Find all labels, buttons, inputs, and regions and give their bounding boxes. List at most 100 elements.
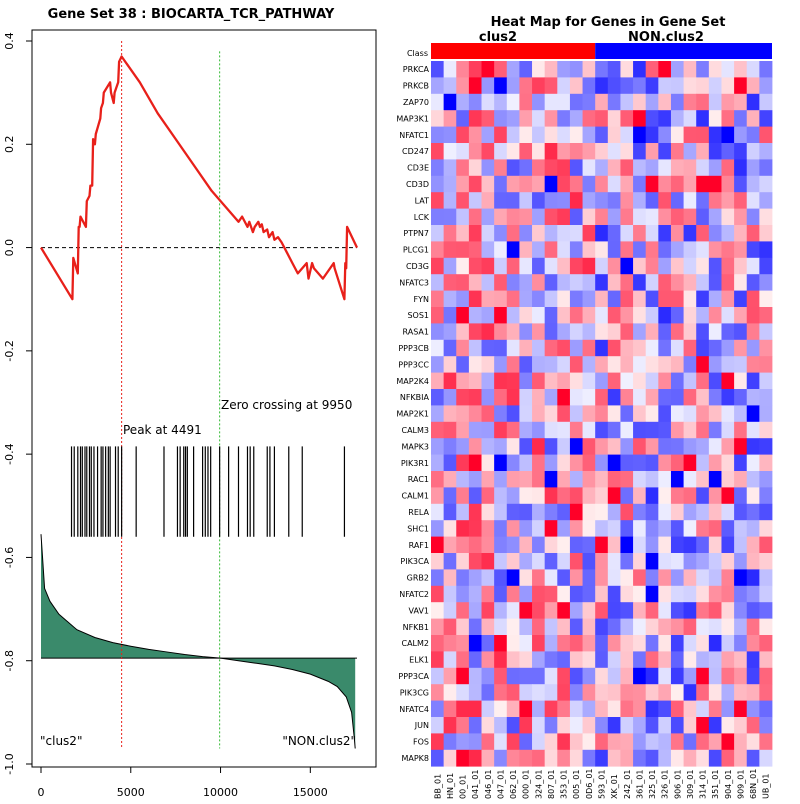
heatmap-cell bbox=[759, 651, 773, 669]
heatmap-cell bbox=[468, 700, 482, 718]
heatmap-cell bbox=[468, 618, 482, 636]
heatmap-cell bbox=[620, 372, 634, 390]
heatmap-cell bbox=[582, 421, 596, 439]
heatmap-cell bbox=[468, 77, 482, 95]
heatmap-cell bbox=[569, 175, 583, 193]
heatmap-cell bbox=[607, 61, 621, 78]
heatmap-cell bbox=[658, 241, 672, 259]
heatmap-cell bbox=[645, 421, 659, 439]
heatmap-cell bbox=[557, 749, 571, 767]
heatmap-cell bbox=[431, 421, 445, 439]
heatmap-cell bbox=[532, 323, 546, 341]
heatmap-cell bbox=[670, 274, 684, 291]
heatmap-cell bbox=[620, 700, 634, 718]
heatmap-cell bbox=[607, 143, 621, 160]
heatmap-cell bbox=[683, 356, 697, 373]
gene-label: LCK bbox=[414, 213, 430, 222]
heatmap-cell bbox=[683, 175, 697, 193]
heatmap-cell bbox=[569, 421, 583, 439]
heatmap-cell bbox=[759, 225, 773, 242]
heatmap-cell bbox=[696, 389, 710, 406]
heatmap-cell bbox=[468, 307, 482, 324]
heatmap-cell bbox=[595, 684, 609, 701]
enrichment-axes: -1.0 -0.8 -0.6 -0.4 -0.2 0.0 0.2 0.4 0 5000 10000 1… bbox=[3, 32, 328, 799]
heatmap-cell bbox=[620, 618, 634, 636]
heatmap-cell bbox=[759, 61, 773, 78]
heatmap-cell bbox=[544, 635, 558, 652]
heatmap-cell bbox=[645, 274, 659, 291]
heatmap-cell bbox=[595, 585, 609, 603]
heatmap-cell bbox=[607, 733, 621, 751]
heatmap-cell bbox=[683, 372, 697, 390]
heatmap-cell bbox=[431, 110, 445, 127]
heatmap-cell bbox=[645, 602, 659, 619]
y-tick-label: -0.8 bbox=[3, 650, 16, 671]
heatmap-cell bbox=[633, 618, 647, 636]
heatmap-cell bbox=[557, 405, 571, 423]
heatmap-cell bbox=[607, 93, 621, 111]
heatmap-cell bbox=[494, 192, 508, 209]
sample-label: 904_01 bbox=[724, 770, 733, 799]
heatmap-cell bbox=[468, 126, 482, 144]
heatmap-cell bbox=[443, 323, 457, 341]
heatmap-cell bbox=[607, 717, 621, 734]
heatmap-cell bbox=[506, 438, 520, 455]
heatmap-cell bbox=[670, 307, 684, 324]
enrichment-score-line bbox=[40, 55, 359, 301]
heatmap-cell bbox=[734, 749, 748, 767]
gene-label: ELK1 bbox=[409, 656, 429, 665]
heatmap-cell bbox=[506, 667, 520, 685]
heatmap-cell bbox=[746, 585, 760, 603]
heatmap-cell bbox=[532, 438, 546, 455]
heatmap-cell bbox=[506, 257, 520, 275]
heatmap-cell bbox=[658, 126, 672, 144]
heatmap-cell bbox=[683, 274, 697, 291]
heatmap-cell bbox=[683, 339, 697, 357]
heatmap-cell bbox=[759, 307, 773, 324]
heatmap-cell bbox=[759, 143, 773, 160]
heatmap-cell bbox=[645, 257, 659, 275]
heatmap-cell bbox=[708, 159, 722, 177]
heatmap-cell bbox=[481, 339, 495, 357]
heatmap-cell bbox=[569, 503, 583, 521]
heatmap-cell bbox=[721, 175, 735, 193]
heatmap-cell bbox=[734, 684, 748, 701]
heatmap-cell bbox=[519, 651, 533, 669]
heatmap-cell bbox=[519, 536, 533, 554]
heatmap-cell bbox=[494, 536, 508, 554]
heatmap-cell bbox=[620, 143, 634, 160]
heatmap-cell bbox=[506, 77, 520, 95]
heatmap-cell bbox=[468, 93, 482, 111]
heatmap-cell bbox=[506, 651, 520, 669]
heatmap-cell bbox=[708, 405, 722, 423]
gene-label: MAPK8 bbox=[401, 754, 429, 763]
heatmap-cell bbox=[633, 454, 647, 472]
heatmap-cell bbox=[431, 651, 445, 669]
heatmap-cell bbox=[683, 307, 697, 324]
heatmap-cell bbox=[721, 405, 735, 423]
heatmap-cell bbox=[582, 553, 596, 570]
heatmap-cell bbox=[494, 602, 508, 619]
heatmap-cell bbox=[557, 651, 571, 669]
heatmap-cell bbox=[633, 159, 647, 177]
heatmap-cell bbox=[683, 421, 697, 439]
heatmap-cell bbox=[658, 585, 672, 603]
sample-label: 314_01 bbox=[699, 770, 708, 799]
heatmap-cell bbox=[431, 520, 445, 537]
heatmap-cell bbox=[519, 110, 533, 127]
sample-label: 906_01 bbox=[673, 770, 682, 799]
heatmap-cell bbox=[670, 635, 684, 652]
heatmap-cell bbox=[443, 454, 457, 472]
heatmap-cell bbox=[696, 635, 710, 652]
gene-label: PIK3CG bbox=[400, 688, 429, 697]
heatmap-cell bbox=[557, 618, 571, 636]
heatmap-cell bbox=[683, 585, 697, 603]
heatmap-cell bbox=[519, 667, 533, 685]
heatmap-cell bbox=[557, 569, 571, 587]
heatmap-cell bbox=[557, 290, 571, 308]
heatmap-cell bbox=[494, 553, 508, 570]
heatmap-cell bbox=[746, 225, 760, 242]
heatmap-cell bbox=[557, 339, 571, 357]
heatmap-cell bbox=[481, 389, 495, 406]
heatmap-cell bbox=[443, 585, 457, 603]
